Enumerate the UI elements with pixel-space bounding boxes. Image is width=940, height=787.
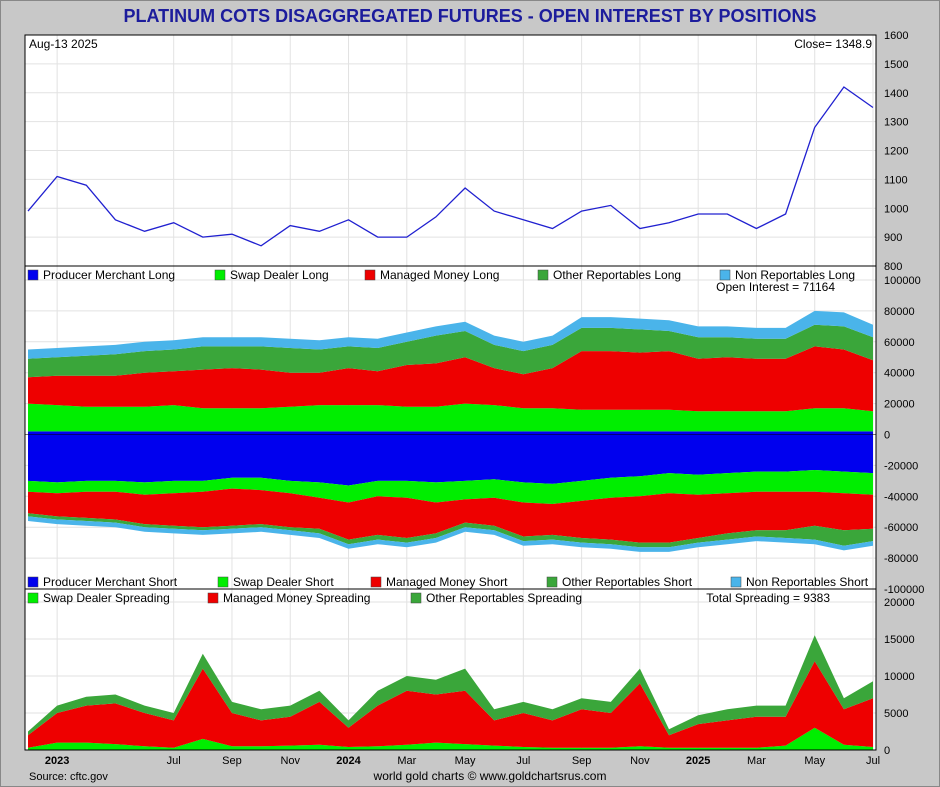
swap-long-area <box>28 403 873 432</box>
y-tick-label: -80000 <box>884 553 918 565</box>
y-tick-label: 60000 <box>884 337 915 349</box>
legend-label: Producer Merchant Short <box>43 575 178 589</box>
legend-label: Managed Money Short <box>386 575 508 589</box>
y-tick-label: 10000 <box>884 671 915 683</box>
y-tick-label: 1100 <box>884 174 908 186</box>
other-long-area <box>28 324 873 378</box>
y-tick-label: 80000 <box>884 306 915 318</box>
legend-swatch <box>207 592 219 604</box>
x-tick-label: May <box>804 755 825 767</box>
close-label: Close= 1348.9 <box>794 37 872 51</box>
legend-swatch <box>546 576 558 588</box>
nonrep-long-area <box>28 310 873 359</box>
legend-swatch <box>719 269 731 281</box>
managed-long-area <box>28 346 873 412</box>
y-tick-label: -100000 <box>884 584 924 596</box>
x-tick-label: Nov <box>280 755 300 767</box>
y-tick-label: 100000 <box>884 275 921 287</box>
other-short-area <box>28 513 873 548</box>
x-tick-label: 2024 <box>336 755 361 767</box>
legend-swatch <box>27 592 39 604</box>
other-spreading-area <box>28 635 873 736</box>
y-tick-label: 1200 <box>884 146 908 158</box>
legend-swatch <box>27 576 39 588</box>
x-tick-label: Mar <box>397 755 416 767</box>
managed-spreading-area <box>28 661 873 748</box>
swap-spreading-area <box>28 727 873 750</box>
x-axis: 2023 Jul Sep Nov 2024 Mar May Jul Sep Nov 2025 Mar M… <box>45 755 880 767</box>
date-label: Aug-13 2025 <box>29 37 98 51</box>
legend-spread: Swap Dealer Spreading Managed Money Sprea… <box>27 591 582 605</box>
managed-short-area <box>28 488 873 543</box>
x-tick-label: Mar <box>747 755 766 767</box>
x-tick-label: Nov <box>630 755 650 767</box>
chart-title: PLATINUM COTS DISAGGREGATED FUTURES - OP… <box>5 4 935 29</box>
y-tick-label: 20000 <box>884 399 915 411</box>
legend-label: Swap Dealer Long <box>230 268 329 282</box>
x-tick-label: Jul <box>167 755 181 767</box>
legend-label: Swap Dealer Short <box>233 575 334 589</box>
open-interest-label: Open Interest = 71164 <box>716 280 835 294</box>
y-tick-label: -20000 <box>884 460 918 472</box>
y-tick-label: -60000 <box>884 522 918 534</box>
legend-label: Other Reportables Long <box>553 268 681 282</box>
legend-swatch <box>370 576 382 588</box>
total-spreading-label: Total Spreading = 9383 <box>706 591 830 605</box>
x-tick-label: Jul <box>516 755 530 767</box>
price-line <box>27 86 874 247</box>
legend-label: Managed Money Spreading <box>223 591 370 605</box>
source-label: Source: cftc.gov <box>29 771 108 783</box>
y-tick-label: 0 <box>884 745 890 757</box>
legend-swatch <box>27 269 39 281</box>
legend-swatch <box>217 576 229 588</box>
x-tick-label: Sep <box>222 755 242 767</box>
y-tick-label: 1000 <box>884 203 908 215</box>
y-tick-label: 1500 <box>884 59 908 71</box>
nonrep-short-area <box>28 516 873 552</box>
y-tick-label: 20000 <box>884 597 915 609</box>
x-tick-label: May <box>455 755 476 767</box>
y-axes: 800 900 1000 1100 1200 1300 1400 1500 1600 -10000… <box>884 30 924 757</box>
legend-label: Non Reportables Short <box>746 575 869 589</box>
y-tick-label: 900 <box>884 232 902 244</box>
legend-label: Producer Merchant Long <box>43 268 175 282</box>
y-tick-label: 800 <box>884 261 902 273</box>
legend-label: Swap Dealer Spreading <box>43 591 170 605</box>
y-tick-label: 1300 <box>884 117 908 129</box>
x-tick-label: 2023 <box>45 755 69 767</box>
y-tick-label: 1600 <box>884 30 908 42</box>
x-tick-label: Jul <box>866 755 880 767</box>
legend-label: Non Reportables Long <box>735 268 855 282</box>
x-tick-label: 2025 <box>686 755 710 767</box>
swap-short-area <box>28 470 873 504</box>
credit-label: world gold charts © www.goldchartsrus.co… <box>373 769 607 783</box>
legend-long: Producer Merchant Long Swap Dealer Long Ma… <box>27 268 855 282</box>
y-tick-label: 0 <box>884 430 890 442</box>
legend-label: Other Reportables Short <box>562 575 693 589</box>
y-tick-label: 5000 <box>884 708 908 720</box>
legend-label: Other Reportables Spreading <box>426 591 582 605</box>
legend-swatch <box>410 592 422 604</box>
producer-long-area <box>28 431 873 435</box>
producer-short-area <box>28 434 873 486</box>
legend-swatch <box>214 269 226 281</box>
legend-short: Producer Merchant Short Swap Dealer Short… <box>27 575 869 589</box>
price-series <box>27 86 874 247</box>
legend-swatch <box>364 269 376 281</box>
spreading-series <box>28 635 873 750</box>
legend-label: Managed Money Long <box>380 268 499 282</box>
legend-swatch <box>730 576 742 588</box>
y-tick-label: 1400 <box>884 88 908 100</box>
x-tick-label: Sep <box>572 755 592 767</box>
y-tick-label: 40000 <box>884 368 915 380</box>
positions-series <box>25 310 876 552</box>
spreading-border <box>24 588 877 751</box>
y-tick-label: 15000 <box>884 634 915 646</box>
legend-swatch <box>537 269 549 281</box>
y-tick-label: -40000 <box>884 491 918 503</box>
